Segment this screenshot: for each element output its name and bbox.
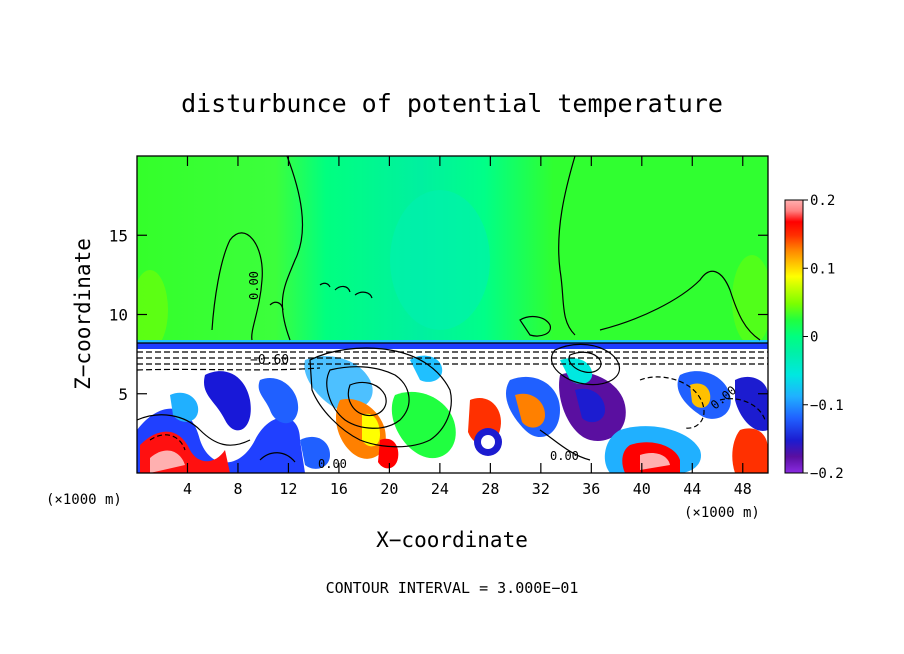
y-tick-label: 15 <box>109 226 128 245</box>
contour-label: −0.60 <box>250 353 289 368</box>
colorbar-tick-label: 0.2 <box>810 193 835 209</box>
x-tick-label: 12 <box>279 480 297 498</box>
colorbar-tick-label: 0 <box>810 330 818 346</box>
colorbar-tick-label: 0.1 <box>810 261 835 277</box>
x-tick-label: 16 <box>330 480 348 498</box>
y-tick-label: 5 <box>118 385 128 404</box>
inversion-band-cyan <box>137 340 768 343</box>
x-unit-right: (×1000 m) <box>684 505 760 521</box>
x-tick-label: 24 <box>431 480 449 498</box>
heatmap-field: 0.00 0.00 −0.60 0.00 0.00 <box>137 156 768 473</box>
x-tick-label: 44 <box>683 480 701 498</box>
y-axis-label: Z−coordinate <box>71 238 95 390</box>
x-tick-label: 40 <box>633 480 651 498</box>
contour-label: 0.00 <box>247 271 261 300</box>
upper-patch-mid <box>390 190 490 330</box>
edge-patch-right <box>732 255 768 345</box>
edge-patch-left <box>137 270 168 350</box>
chart-title: disturbunce of potential temperature <box>181 89 723 118</box>
inversion-band <box>137 343 768 349</box>
x-tick-label: 36 <box>582 480 600 498</box>
y-axis-ticks: 5 10 15 <box>109 226 768 404</box>
x-axis-ticks: 4 8 12 16 20 24 28 32 36 40 44 48 <box>183 156 752 498</box>
x-axis-label: X−coordinate <box>376 528 528 552</box>
x-tick-label: 28 <box>481 480 499 498</box>
colorbar-tick-label: −0.1 <box>810 398 844 414</box>
colorbar-ticks: 0.2 0.1 0 −0.1 −0.2 <box>803 193 844 482</box>
x-tick-label: 48 <box>734 480 752 498</box>
contours <box>137 156 768 463</box>
y-tick-label: 10 <box>109 306 128 325</box>
contour-label: 0.00 <box>318 457 347 471</box>
colorbar <box>784 199 804 474</box>
colorbar-tick-label: −0.2 <box>810 466 844 482</box>
x-tick-label: 4 <box>183 480 192 498</box>
x-tick-label: 20 <box>380 480 398 498</box>
x-tick-label: 32 <box>532 480 550 498</box>
x-tick-label: 8 <box>233 480 242 498</box>
contour-label: 0.00 <box>550 449 579 463</box>
contour-interval-note: CONTOUR INTERVAL = 3.000E−01 <box>326 579 579 597</box>
x-unit-left: (×1000 m) <box>46 492 122 508</box>
